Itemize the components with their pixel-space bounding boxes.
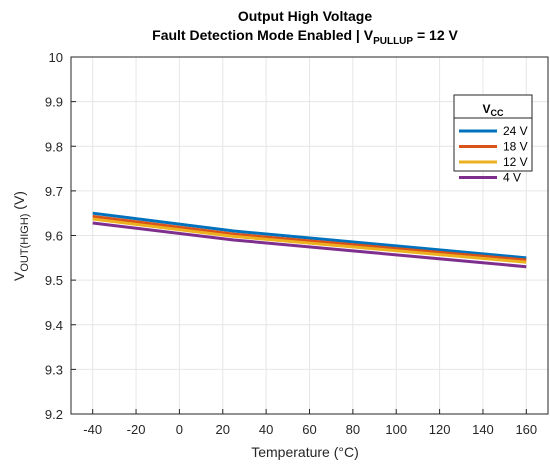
- y-tick-label: 9.7: [45, 184, 63, 199]
- legend-items: 24 V 18 V12 V 4 V: [459, 124, 528, 185]
- ylabel-unit: (V): [11, 191, 27, 214]
- y-tick-label: 9.3: [45, 362, 63, 377]
- chart-title-line2: Fault Detection Mode Enabled | VPULLUP =…: [152, 27, 458, 47]
- legend-title-main: V: [482, 102, 490, 116]
- y-tick-label: 9.8: [45, 139, 63, 154]
- ylabel-sub: OUT(HIGH): [19, 214, 31, 272]
- x-axis-ticks: -40 -20 0 20 40 60 80 100 120 140 160: [83, 409, 537, 437]
- x-tick-label: 120: [429, 422, 451, 437]
- x-tick-label: 0: [176, 422, 183, 437]
- series-line-24v: [92, 211, 527, 260]
- x-tick-label: 40: [259, 422, 273, 437]
- y-tick-label: 9.9: [45, 95, 63, 110]
- series-line-4v: [92, 221, 527, 269]
- legend-title-sub: CC: [491, 108, 504, 118]
- x-axis-label: Temperature (°C): [251, 444, 359, 460]
- chart-title-line1: Output High Voltage: [238, 8, 372, 24]
- y-tick-label: 9.6: [45, 229, 63, 244]
- x-tick-label: -20: [127, 422, 146, 437]
- title-line2-pre: Fault Detection Mode Enabled | V: [152, 27, 374, 43]
- y-tick-label: 9.2: [45, 407, 63, 422]
- x-tick-label: -40: [83, 422, 102, 437]
- legend: VCC 24 V 18 V12 V 4 V: [453, 94, 533, 185]
- legend-label-24v: 24 V: [503, 124, 528, 138]
- x-tick-label: 20: [216, 422, 230, 437]
- series-line-12v: [92, 217, 527, 264]
- y-tick-label: 9.4: [45, 318, 63, 333]
- title-line2-post: = 12 V: [413, 27, 458, 43]
- legend-label-12v: 12 V: [503, 155, 528, 169]
- x-tick-label: 100: [385, 422, 407, 437]
- ylabel-main: V: [11, 271, 27, 281]
- x-tick-label: 80: [346, 422, 360, 437]
- y-tick-label: 9.5: [45, 273, 63, 288]
- legend-label-4v: 4 V: [503, 171, 521, 185]
- title-line2-sub: PULLUP: [373, 36, 413, 47]
- y-tick-label: 10: [49, 50, 63, 65]
- legend-title: VCC: [482, 102, 504, 118]
- x-tick-label: 160: [515, 422, 537, 437]
- x-tick-label: 60: [302, 422, 316, 437]
- legend-label-18v: 18 V: [503, 140, 528, 154]
- legend-box: [453, 94, 533, 172]
- series-group: [92, 211, 527, 269]
- y-axis-label: VOUT(HIGH) (V): [11, 191, 31, 281]
- y-axis-ticks: 9.2 9.3 9.4 9.5 9.6 9.7 9.8 9.9 10: [45, 50, 76, 422]
- series-line-18v: [92, 214, 527, 262]
- x-tick-label: 140: [472, 422, 494, 437]
